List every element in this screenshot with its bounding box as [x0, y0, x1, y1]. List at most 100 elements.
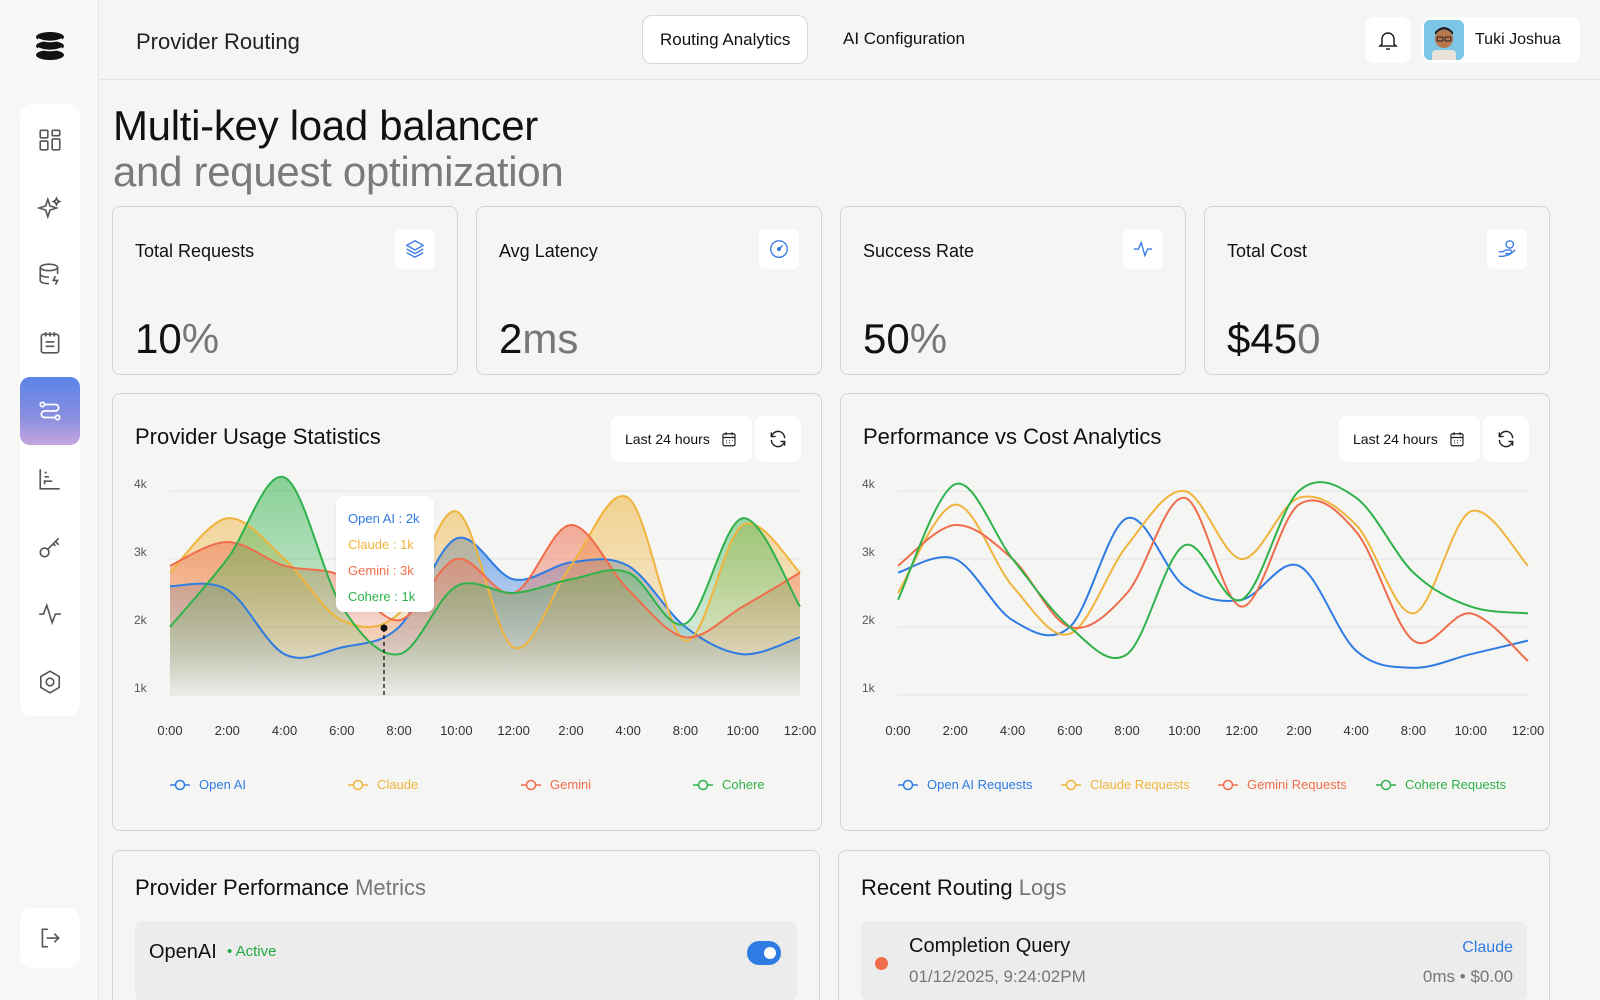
stat-label: Total Cost — [1227, 241, 1308, 261]
log-row[interactable]: Completion Query 01/12/2025, 9:24:02PM C… — [861, 921, 1527, 1000]
x-tick-label: 10:00 — [1168, 723, 1201, 738]
avatar — [1424, 20, 1464, 60]
date-range-label: Last 24 hours — [625, 431, 710, 447]
usage-chart: 4k 3k 2k 1k 0:00 2:00 4:00 6:00 8:00 10:00 12:00 2:… — [134, 475, 817, 792]
x-tick-label: 6:00 — [329, 723, 354, 738]
y-tick-label: 3k — [134, 545, 148, 559]
legend-marker — [697, 779, 709, 791]
calendar-icon — [1450, 432, 1464, 447]
chart-tooltip: Open AI : 2k Claude : 1k Gemini : 3k Coh… — [336, 496, 434, 612]
series-line-2 — [169, 523, 801, 639]
x-tick-label: 8:00 — [1401, 723, 1426, 738]
key-icon — [39, 537, 60, 558]
provider-row[interactable]: OpenAI • Active — [135, 921, 797, 1000]
y-tick-label: 2k — [134, 613, 148, 627]
chart-title: Provider Usage Statistics — [135, 424, 381, 449]
calendar-icon — [722, 432, 736, 447]
section-title: Provider Performance Metrics — [135, 875, 426, 900]
x-tick-label: 2:00 — [1286, 723, 1311, 738]
layers-icon — [395, 229, 435, 269]
stat-card-success-rate: Success Rate 50% — [840, 206, 1186, 375]
notifications-button[interactable] — [1365, 17, 1411, 63]
x-tick-label: 8:00 — [1114, 723, 1139, 738]
x-tick-label: 4:00 — [616, 723, 641, 738]
tooltip-claude: Claude : 1k — [348, 537, 414, 552]
routing-logs-card: Recent Routing Logs Completion Query 01/… — [838, 850, 1550, 1000]
x-tick-label: 10:00 — [726, 723, 759, 738]
x-tick-label: 2:00 — [558, 723, 583, 738]
sidebar-item-keys[interactable] — [20, 513, 80, 581]
provider-name: OpenAI — [149, 941, 217, 963]
series-area-3 — [170, 476, 800, 695]
provider-toggle[interactable] — [747, 941, 781, 965]
page-breadcrumb: Provider Routing — [136, 29, 300, 54]
x-tick-label: 12:00 — [497, 723, 530, 738]
performance-chart: 4k 3k 2k 1k 0:00 2:00 4:00 6:00 8:00 10:00 12:00 2:… — [862, 477, 1545, 792]
y-tick-label: 4k — [862, 477, 876, 491]
logout-button[interactable] — [20, 908, 80, 968]
sidebar-item-dashboard[interactable] — [20, 106, 80, 174]
x-tick-label: 12:00 — [1512, 723, 1545, 738]
app-logo-icon[interactable] — [34, 30, 66, 62]
sidebar-item-database[interactable] — [20, 242, 80, 310]
provider-performance-card: Provider Performance Metrics OpenAI • Ac… — [112, 850, 820, 1000]
legend-label: Open AI — [199, 777, 246, 792]
stat-card-total-requests: Total Requests 10% — [112, 206, 458, 375]
legend-marker — [525, 779, 537, 791]
stat-value: 2ms — [499, 315, 579, 362]
bell-icon — [1378, 32, 1398, 50]
sidebar-item-settings[interactable] — [20, 648, 80, 716]
legend-label: Gemini Requests — [1247, 777, 1347, 792]
date-range-label: Last 24 hours — [1353, 431, 1438, 447]
legend-label: Cohere Requests — [1405, 777, 1507, 792]
refresh-icon — [770, 430, 786, 448]
sidebar-item-routing[interactable] — [20, 377, 80, 445]
refresh-icon — [1498, 430, 1514, 448]
series-line-2 — [897, 496, 1529, 662]
legend-marker — [902, 779, 914, 791]
x-tick-label: 4:00 — [1000, 723, 1025, 738]
y-tick-label: 3k — [862, 545, 876, 559]
y-tick-label: 4k — [134, 477, 148, 491]
page-title: Multi-key load balancer — [113, 102, 538, 149]
activity-icon — [39, 603, 61, 626]
hover-point — [380, 624, 388, 632]
user-name: Tuki Joshua — [1475, 31, 1561, 48]
sparkles-icon — [37, 196, 62, 219]
stat-value: 10% — [135, 315, 220, 362]
refresh-button[interactable] — [755, 416, 801, 462]
refresh-button[interactable] — [1483, 416, 1529, 462]
bar-chart-icon — [39, 469, 60, 490]
stat-card-total-cost: Total Cost $450 — [1204, 206, 1550, 375]
sidebar-item-ai[interactable] — [20, 174, 80, 242]
sidebar-item-activity[interactable] — [20, 580, 80, 648]
section-title: Recent Routing Logs — [861, 875, 1067, 900]
date-range-button[interactable]: Last 24 hours — [1339, 416, 1480, 462]
pulse-icon — [1123, 229, 1163, 269]
log-provider: Claude — [1462, 939, 1513, 956]
date-range-button[interactable]: Last 24 hours — [611, 416, 752, 462]
x-tick-label: 0:00 — [157, 723, 182, 738]
x-tick-label: 10:00 — [1454, 723, 1487, 738]
sidebar-item-analytics[interactable] — [20, 445, 80, 513]
page-subtitle: and request optimization — [113, 148, 564, 195]
log-title: Completion Query — [909, 935, 1071, 957]
database-icon — [39, 263, 59, 286]
y-tick-label: 1k — [134, 681, 148, 695]
provider-usage-card: Provider Usage Statistics Last 24 hours … — [112, 393, 822, 831]
status-badge: • Active — [227, 943, 277, 960]
tab-ai-configuration[interactable]: AI Configuration — [843, 29, 965, 48]
series-line-0 — [169, 536, 801, 659]
y-tick-label: 1k — [862, 681, 876, 695]
tooltip-gemini: Gemini : 3k — [348, 563, 414, 578]
settings-icon — [39, 670, 61, 694]
tab-routing-analytics[interactable]: Routing Analytics — [642, 15, 809, 64]
x-tick-label: 2:00 — [943, 723, 968, 738]
user-menu[interactable]: Tuki Joshua — [1422, 17, 1580, 63]
x-tick-label: 12:00 — [1225, 723, 1258, 738]
x-tick-label: 4:00 — [1344, 723, 1369, 738]
notes-icon — [40, 332, 60, 354]
sidebar-item-notes[interactable] — [20, 309, 80, 377]
x-tick-label: 12:00 — [784, 723, 817, 738]
series-line-3 — [897, 481, 1529, 660]
